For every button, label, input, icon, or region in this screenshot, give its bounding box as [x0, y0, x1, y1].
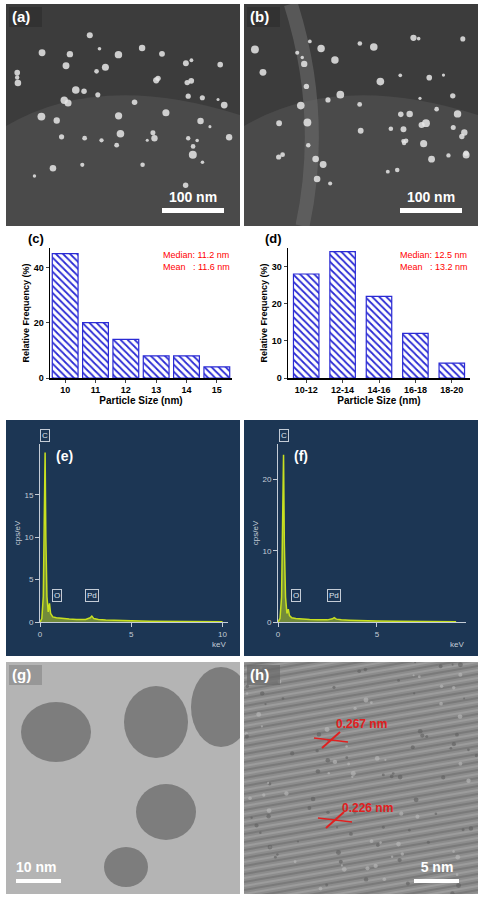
- svg-text:(b): (b): [250, 8, 269, 25]
- svg-text:100 nm: 100 nm: [407, 189, 455, 205]
- svg-text:20: 20: [272, 299, 282, 309]
- svg-text:5: 5: [375, 630, 380, 639]
- svg-text:(g): (g): [12, 666, 31, 683]
- svg-text:30: 30: [272, 262, 282, 272]
- svg-text:(e): (e): [56, 448, 73, 464]
- svg-text:Pd: Pd: [87, 591, 97, 600]
- svg-text:100 nm: 100 nm: [169, 189, 217, 205]
- svg-text:Particle Size (nm): Particle Size (nm): [337, 395, 420, 406]
- svg-text:15: 15: [24, 491, 33, 500]
- svg-text:0: 0: [38, 630, 43, 639]
- svg-text:Median: 12.5 nmMean : 13.2 n: Median: 12.5 nmMean : 13.2 nm: [400, 250, 468, 272]
- svg-text:C: C: [42, 431, 48, 440]
- svg-text:0: 0: [267, 618, 272, 627]
- svg-text:15: 15: [212, 385, 222, 395]
- svg-text:0: 0: [39, 373, 44, 383]
- svg-text:C: C: [281, 431, 287, 440]
- svg-text:0.226 nm: 0.226 nm: [342, 801, 393, 815]
- svg-text:(f): (f): [294, 448, 308, 464]
- svg-text:5: 5: [29, 575, 34, 584]
- svg-text:(d): (d): [265, 231, 282, 246]
- svg-text:14: 14: [181, 385, 191, 395]
- svg-text:20: 20: [34, 318, 44, 328]
- svg-text:keV: keV: [450, 640, 464, 649]
- svg-text:O: O: [54, 591, 60, 600]
- svg-text:12-14: 12-14: [331, 385, 354, 395]
- svg-text:cps/eV: cps/eV: [251, 520, 260, 545]
- svg-text:O: O: [293, 591, 299, 600]
- svg-text:10-12: 10-12: [295, 385, 318, 395]
- svg-text:10: 10: [272, 336, 282, 346]
- svg-text:(c): (c): [28, 231, 44, 246]
- svg-text:11: 11: [91, 385, 101, 395]
- svg-text:0: 0: [29, 618, 34, 627]
- svg-text:keV: keV: [212, 640, 226, 649]
- svg-text:14-16: 14-16: [367, 385, 390, 395]
- svg-text:0: 0: [277, 373, 282, 383]
- svg-text:5: 5: [129, 630, 134, 639]
- svg-text:10: 10: [218, 630, 227, 639]
- svg-text:18-20: 18-20: [440, 385, 463, 395]
- svg-text:(h): (h): [250, 666, 269, 683]
- svg-text:12: 12: [121, 385, 131, 395]
- svg-text:20: 20: [262, 475, 271, 484]
- svg-text:Particle Size (nm): Particle Size (nm): [99, 395, 182, 406]
- svg-text:0.267 nm: 0.267 nm: [336, 717, 387, 731]
- svg-text:0: 0: [276, 630, 281, 639]
- svg-text:10 nm: 10 nm: [16, 859, 56, 875]
- svg-text:10: 10: [24, 533, 33, 542]
- svg-text:cps/eV: cps/eV: [13, 520, 22, 545]
- svg-text:5 nm: 5 nm: [421, 859, 454, 875]
- svg-text:10: 10: [262, 547, 271, 556]
- svg-text:Median: 11.2 nmMean : 11.6 n: Median: 11.2 nmMean : 11.6 nm: [163, 250, 230, 272]
- svg-text:13: 13: [151, 385, 161, 395]
- svg-text:16-18: 16-18: [404, 385, 427, 395]
- svg-text:Pd: Pd: [329, 591, 339, 600]
- svg-text:40: 40: [34, 263, 44, 273]
- svg-text:Relative Frequency (%): Relative Frequency (%): [259, 263, 269, 362]
- svg-text:Relative Frequency (%): Relative Frequency (%): [21, 263, 31, 362]
- svg-text:10: 10: [60, 385, 70, 395]
- svg-text:(a): (a): [12, 8, 30, 25]
